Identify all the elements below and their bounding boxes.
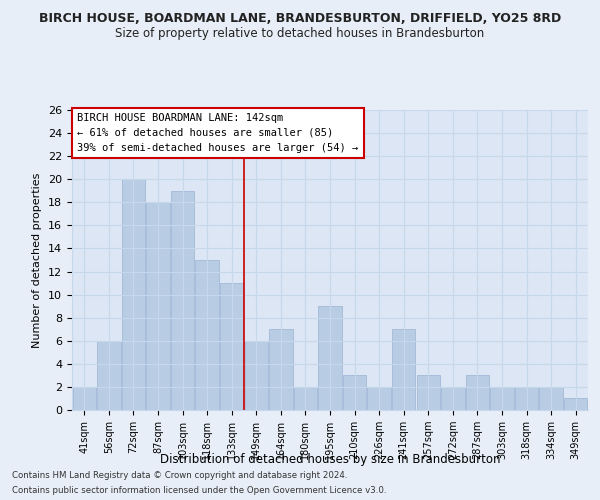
Bar xyxy=(515,387,538,410)
Bar xyxy=(97,341,121,410)
Bar xyxy=(319,306,341,410)
Bar xyxy=(441,387,464,410)
Bar xyxy=(392,329,415,410)
Bar xyxy=(220,283,244,410)
Bar xyxy=(416,376,440,410)
Text: Size of property relative to detached houses in Brandesburton: Size of property relative to detached ho… xyxy=(115,28,485,40)
Text: BIRCH HOUSE BOARDMAN LANE: 142sqm
← 61% of detached houses are smaller (85)
39% : BIRCH HOUSE BOARDMAN LANE: 142sqm ← 61% … xyxy=(77,113,358,152)
Bar xyxy=(245,341,268,410)
Text: Contains HM Land Registry data © Crown copyright and database right 2024.: Contains HM Land Registry data © Crown c… xyxy=(12,471,347,480)
Y-axis label: Number of detached properties: Number of detached properties xyxy=(32,172,43,348)
Bar xyxy=(269,329,293,410)
Text: Distribution of detached houses by size in Brandesburton: Distribution of detached houses by size … xyxy=(160,452,500,466)
Bar xyxy=(490,387,514,410)
Bar xyxy=(539,387,563,410)
Bar xyxy=(367,387,391,410)
Bar xyxy=(122,179,145,410)
Bar xyxy=(343,376,366,410)
Bar xyxy=(294,387,317,410)
Bar xyxy=(146,202,170,410)
Text: BIRCH HOUSE, BOARDMAN LANE, BRANDESBURTON, DRIFFIELD, YO25 8RD: BIRCH HOUSE, BOARDMAN LANE, BRANDESBURTO… xyxy=(39,12,561,26)
Bar xyxy=(73,387,96,410)
Text: Contains public sector information licensed under the Open Government Licence v3: Contains public sector information licen… xyxy=(12,486,386,495)
Bar xyxy=(196,260,219,410)
Bar xyxy=(564,398,587,410)
Bar xyxy=(171,191,194,410)
Bar xyxy=(466,376,489,410)
